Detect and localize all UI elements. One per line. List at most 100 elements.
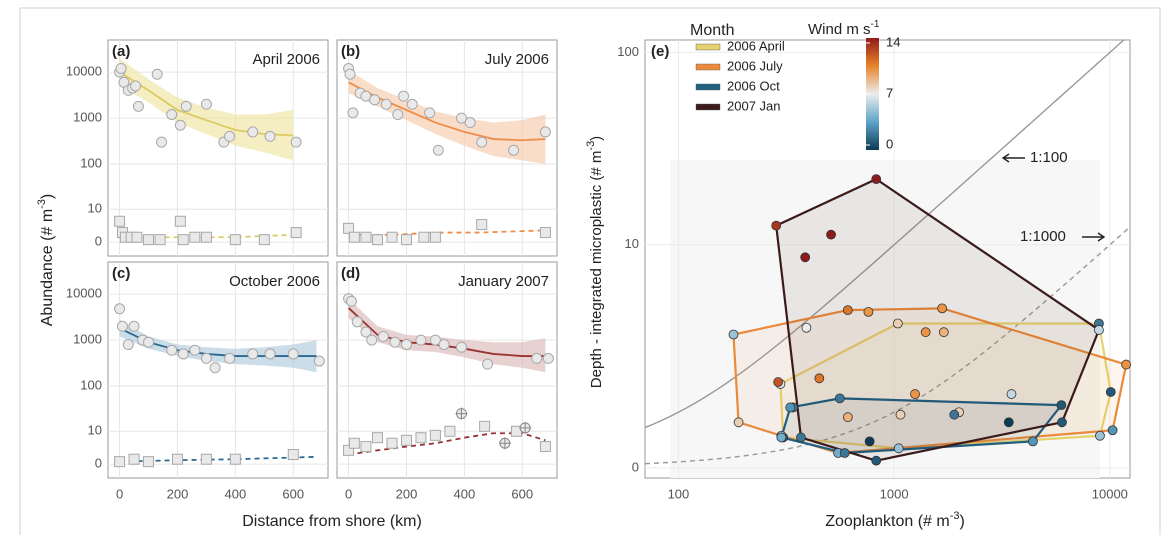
point bbox=[1107, 425, 1118, 436]
point bbox=[542, 352, 554, 364]
point bbox=[785, 402, 796, 413]
point bbox=[455, 341, 467, 353]
colorbar-title-text: Wind m s bbox=[808, 21, 871, 38]
point bbox=[432, 144, 444, 156]
x-axis-title-end: ) bbox=[959, 513, 964, 530]
point bbox=[200, 231, 212, 243]
point bbox=[200, 352, 212, 364]
point bbox=[476, 136, 488, 148]
point bbox=[177, 234, 189, 246]
point bbox=[224, 130, 236, 142]
point bbox=[200, 98, 212, 110]
point bbox=[287, 449, 299, 461]
y-tick-label: 10 bbox=[625, 236, 639, 251]
point bbox=[290, 227, 302, 239]
point bbox=[180, 100, 192, 112]
point bbox=[826, 229, 836, 240]
point bbox=[406, 98, 418, 110]
point bbox=[539, 441, 551, 453]
y-tick-label: 0 bbox=[632, 459, 639, 474]
point bbox=[773, 377, 784, 387]
point bbox=[398, 90, 410, 102]
legend-swatch bbox=[695, 43, 721, 51]
y-tick-label: 1000 bbox=[73, 332, 102, 347]
arrow bbox=[1001, 153, 1025, 163]
y-axis-title-text: Depth - integrated microplastic (# m bbox=[588, 151, 605, 389]
point bbox=[377, 330, 389, 342]
point bbox=[151, 68, 163, 80]
point bbox=[177, 348, 189, 360]
point bbox=[369, 94, 381, 106]
point bbox=[347, 107, 359, 119]
point bbox=[224, 352, 236, 364]
point bbox=[1121, 359, 1132, 370]
point bbox=[1028, 436, 1038, 447]
y-axis-title-end: ) bbox=[39, 194, 56, 199]
point bbox=[937, 303, 948, 314]
point bbox=[392, 108, 404, 120]
panel-title: April 2006 bbox=[252, 51, 320, 68]
arrow bbox=[1082, 232, 1106, 242]
point bbox=[1057, 417, 1067, 428]
point bbox=[920, 327, 931, 338]
point bbox=[429, 334, 441, 346]
x-axis-title: Zooplankton (# m-3) bbox=[825, 510, 965, 530]
point bbox=[400, 339, 412, 351]
ratio-label: 1:100 bbox=[1030, 149, 1068, 166]
point bbox=[863, 307, 874, 317]
point bbox=[290, 136, 302, 148]
point bbox=[348, 437, 360, 449]
point bbox=[479, 420, 491, 432]
point bbox=[114, 303, 126, 315]
panel-marks bbox=[343, 293, 554, 456]
plot-area bbox=[645, 40, 1130, 465]
point bbox=[800, 252, 811, 263]
point bbox=[498, 437, 511, 450]
point bbox=[424, 107, 436, 119]
point bbox=[476, 219, 488, 231]
fit-line bbox=[119, 71, 294, 137]
point bbox=[464, 117, 476, 129]
colorbar-title: Wind m s-1 bbox=[808, 19, 880, 38]
legend-swatch bbox=[695, 103, 721, 111]
point bbox=[733, 417, 744, 428]
colorbar-tick-label: 0 bbox=[886, 136, 893, 151]
y-axis-title-sup: -3 bbox=[585, 141, 597, 151]
y-tick-label: 10000 bbox=[66, 286, 102, 301]
x-tick-label: 200 bbox=[167, 486, 189, 501]
colorbar-title-sup: -1 bbox=[871, 19, 880, 30]
y-axis-title-text: Abundance (# m bbox=[39, 209, 56, 326]
point bbox=[128, 320, 140, 332]
point bbox=[1006, 389, 1017, 399]
point bbox=[771, 220, 782, 231]
point bbox=[508, 144, 520, 156]
x-tick-label: 200 bbox=[396, 486, 418, 501]
point bbox=[796, 432, 806, 443]
point bbox=[343, 222, 355, 234]
legend-label: 2006 April bbox=[727, 38, 785, 53]
point bbox=[189, 231, 201, 243]
point bbox=[531, 352, 543, 364]
x-tick-label: 0 bbox=[116, 486, 123, 501]
point bbox=[360, 326, 372, 338]
point bbox=[1095, 430, 1105, 441]
colorbar bbox=[866, 38, 879, 150]
x-axis-title-sup: -3 bbox=[950, 510, 960, 522]
point bbox=[372, 432, 384, 444]
point bbox=[415, 334, 427, 346]
point bbox=[801, 322, 812, 333]
point bbox=[171, 453, 183, 465]
point bbox=[386, 231, 398, 243]
y-tick-label: 10 bbox=[88, 423, 102, 438]
confidence-band bbox=[348, 70, 546, 165]
point bbox=[131, 231, 143, 243]
legend-title: Month bbox=[690, 22, 734, 39]
legend-swatch bbox=[695, 83, 721, 91]
frame bbox=[19, 7, 1161, 540]
y-tick-label: 10 bbox=[88, 201, 102, 216]
y-axis-title-sup: -3 bbox=[36, 199, 48, 209]
legend-label: 2007 Jan bbox=[727, 98, 781, 113]
point bbox=[455, 112, 467, 124]
